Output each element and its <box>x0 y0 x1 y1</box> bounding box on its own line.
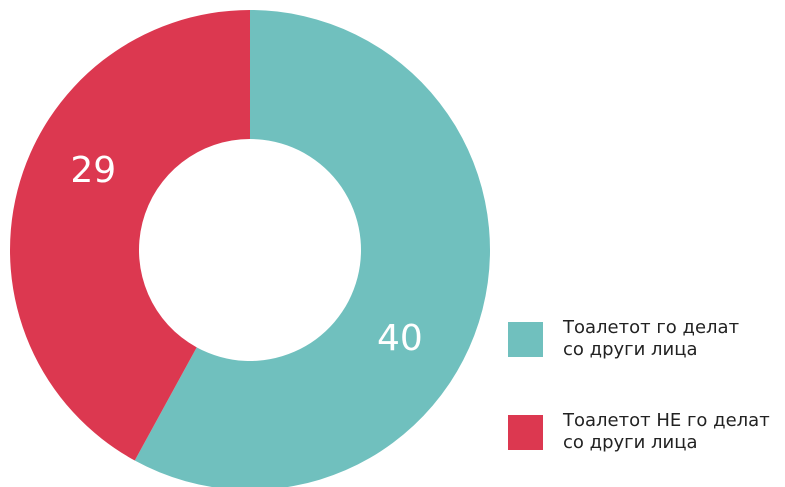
legend-swatch <box>508 321 543 357</box>
legend-item: Тоалетот го делат со други лица <box>508 317 739 361</box>
slice-label: 29 <box>70 150 116 191</box>
donut-slice <box>134 10 490 487</box>
legend-swatch <box>508 414 543 450</box>
donut-slice <box>9 9 250 461</box>
slice-label: 40 <box>377 318 423 359</box>
legend-item: Тоалетот НЕ го делат со други лица <box>508 410 770 454</box>
legend-label: Тоалетот НЕ го делат со други лица <box>563 410 770 453</box>
legend-label: Тоалетот го делат со други лица <box>563 317 740 360</box>
